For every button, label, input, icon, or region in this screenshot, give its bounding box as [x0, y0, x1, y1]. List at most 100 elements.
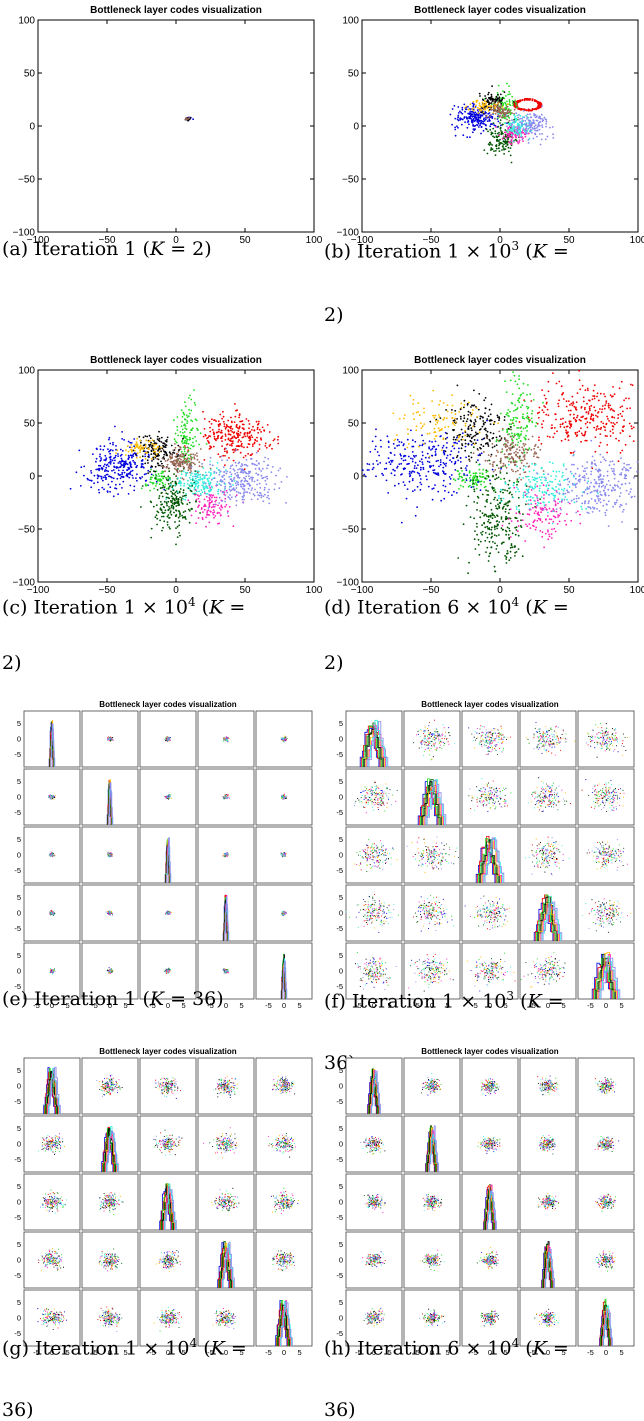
scatter-point — [193, 462, 195, 464]
scatter-point — [440, 464, 442, 466]
scatter-point — [445, 438, 447, 440]
scatter-point — [500, 106, 502, 108]
scatter-point — [543, 498, 545, 500]
scatter-point — [194, 473, 196, 475]
scatter-point — [149, 481, 151, 483]
scatter-point — [380, 440, 382, 442]
scatter-point — [454, 118, 456, 120]
scatter-point — [179, 470, 181, 472]
scatter-point — [485, 119, 487, 121]
scatter-point — [160, 479, 162, 481]
scatter-point — [500, 460, 502, 462]
scatter-point — [162, 512, 164, 514]
scatter-point — [504, 482, 506, 484]
scatter-point — [224, 478, 226, 480]
scatter-point — [552, 493, 554, 495]
scatter-point — [161, 465, 163, 467]
scatter-point — [517, 117, 519, 119]
scatter-point — [485, 471, 487, 473]
y-tick-label: −100 — [336, 578, 359, 589]
scatter-point — [252, 463, 254, 465]
scatter-point — [447, 411, 449, 413]
scatter-point — [507, 442, 509, 444]
y-tick-label: 0 — [29, 472, 35, 483]
scatter-point — [499, 112, 501, 114]
scatter-point — [536, 495, 538, 497]
scatter-point — [129, 461, 131, 463]
scatter-point — [109, 486, 111, 488]
scatter-point — [498, 110, 500, 112]
y-tick-label: 100 — [342, 366, 359, 377]
scatter-point — [410, 458, 412, 460]
scatter-point — [152, 439, 154, 441]
scatter-point — [175, 466, 177, 468]
scatter-point — [145, 435, 147, 437]
scatter-point — [172, 481, 174, 483]
scatter-point — [569, 486, 571, 488]
scatter-point — [483, 111, 485, 113]
scatter-point — [528, 139, 530, 141]
scatter-point — [529, 109, 531, 111]
scatter-point — [436, 435, 438, 437]
scatter-point — [179, 512, 181, 514]
panel-d: Bottleneck layer codes visualization−100… — [322, 350, 644, 720]
scatter-point — [506, 562, 508, 564]
scatter-point — [490, 114, 492, 116]
scatter-point — [499, 435, 501, 437]
scatter-point — [244, 478, 246, 480]
scatter-point — [195, 478, 197, 480]
scatter-point — [198, 444, 200, 446]
scatter-point — [522, 555, 524, 557]
scatter-point — [413, 446, 415, 448]
scatter-point — [153, 444, 155, 446]
scatter-point — [175, 492, 177, 494]
scatter-point — [529, 508, 531, 510]
scatter-point — [414, 489, 416, 491]
scatter-point — [510, 461, 512, 463]
scatter-point — [120, 478, 122, 480]
scatter-point — [521, 431, 523, 433]
scatter-point — [462, 432, 464, 434]
scatter-point — [620, 432, 622, 434]
scatter-point — [508, 528, 510, 530]
scatter-point — [237, 434, 239, 436]
scatter-point — [126, 469, 128, 471]
scatter-point — [277, 443, 279, 445]
scatter-point — [540, 105, 542, 107]
scatter-point — [528, 504, 530, 506]
scatter-point — [509, 99, 511, 101]
scatter-point — [509, 126, 511, 128]
scatter-point — [182, 416, 184, 418]
scatter-point — [400, 463, 402, 465]
scatter-point — [517, 102, 519, 104]
scatter-point — [153, 488, 155, 490]
scatter-point — [493, 422, 495, 424]
scatter-point — [511, 162, 513, 164]
scatter-point — [236, 472, 238, 474]
scatter-point — [213, 433, 215, 435]
scatter-point — [186, 422, 188, 424]
scatter-point — [234, 489, 236, 491]
scatter-point — [534, 479, 536, 481]
scatter-point — [464, 430, 466, 432]
scatter-point — [445, 486, 447, 488]
scatter-point — [260, 431, 262, 433]
scatter-point — [530, 116, 532, 118]
scatter-point — [511, 119, 513, 121]
scatter-point — [493, 106, 495, 108]
scatter-point — [139, 450, 141, 452]
scatter-point — [507, 103, 509, 105]
scatter-point — [457, 557, 459, 559]
scatter-point — [475, 112, 477, 114]
y-tick-label: 50 — [24, 419, 36, 430]
scatter-point — [515, 112, 517, 114]
scatter-point — [113, 495, 115, 497]
scatter-point — [160, 473, 162, 475]
scatter-point — [528, 128, 530, 130]
scatter-point — [523, 445, 525, 447]
scatter-point — [450, 450, 452, 452]
scatter-point — [540, 144, 542, 146]
scatter-point — [164, 501, 166, 503]
scatter-point — [194, 487, 196, 489]
scatter-point — [434, 428, 436, 430]
